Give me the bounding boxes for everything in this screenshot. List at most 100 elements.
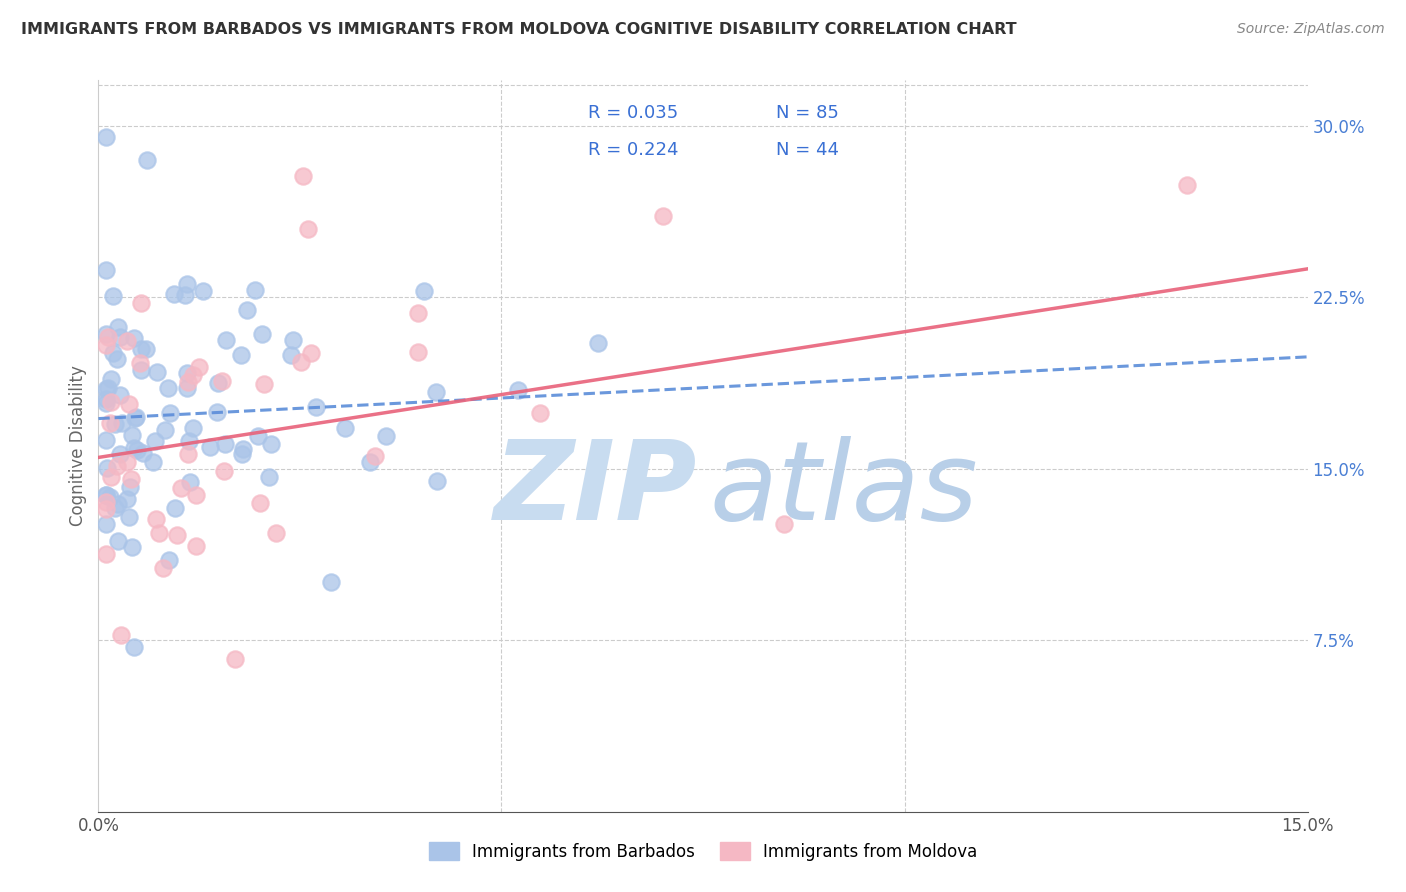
Point bbox=[107, 497, 129, 511]
Point bbox=[108, 330, 131, 344]
Point bbox=[120, 480, 142, 494]
Point bbox=[229, 348, 252, 362]
Point bbox=[117, 491, 139, 506]
Point bbox=[122, 640, 145, 655]
Point bbox=[96, 396, 118, 410]
Point bbox=[290, 355, 312, 369]
Point bbox=[100, 395, 122, 409]
Point bbox=[105, 352, 128, 367]
Point bbox=[96, 338, 118, 352]
Point bbox=[159, 406, 181, 420]
Point bbox=[145, 512, 167, 526]
Point bbox=[406, 306, 429, 320]
Point bbox=[121, 428, 143, 442]
Point bbox=[176, 366, 198, 380]
Point bbox=[198, 440, 221, 454]
Point bbox=[118, 397, 141, 411]
Text: atlas: atlas bbox=[709, 436, 977, 543]
Point bbox=[163, 287, 186, 301]
Point bbox=[215, 333, 238, 347]
Point bbox=[100, 470, 122, 484]
Point bbox=[772, 516, 794, 531]
Text: ZIP: ZIP bbox=[494, 436, 697, 543]
Point bbox=[98, 416, 121, 430]
Point bbox=[135, 343, 157, 357]
Point bbox=[101, 289, 124, 303]
Point bbox=[426, 474, 449, 488]
Point bbox=[212, 464, 235, 478]
Point bbox=[299, 346, 322, 360]
Point bbox=[247, 429, 270, 443]
Point bbox=[96, 263, 118, 277]
Point bbox=[231, 447, 253, 461]
Point bbox=[236, 303, 259, 318]
Point bbox=[104, 417, 127, 432]
Point bbox=[188, 359, 211, 374]
Point bbox=[96, 547, 118, 561]
Point bbox=[97, 381, 120, 395]
Point bbox=[174, 288, 197, 302]
Text: N = 44: N = 44 bbox=[776, 141, 838, 159]
Point bbox=[157, 381, 180, 395]
Point bbox=[108, 447, 131, 461]
Point bbox=[96, 488, 118, 502]
Point bbox=[96, 382, 118, 396]
Point bbox=[105, 459, 128, 474]
Point bbox=[124, 441, 146, 455]
Text: R = 0.035: R = 0.035 bbox=[588, 104, 678, 122]
Y-axis label: Cognitive Disability: Cognitive Disability bbox=[69, 366, 87, 526]
Point bbox=[96, 488, 118, 502]
Point bbox=[243, 283, 266, 297]
Point bbox=[107, 320, 129, 334]
Point bbox=[96, 326, 118, 341]
Point bbox=[319, 575, 342, 590]
Point bbox=[118, 509, 141, 524]
Point bbox=[104, 500, 127, 515]
Point bbox=[101, 346, 124, 360]
Point bbox=[305, 400, 328, 414]
Point bbox=[280, 348, 302, 362]
Point bbox=[586, 336, 609, 351]
Point bbox=[264, 526, 287, 541]
Point bbox=[214, 437, 236, 451]
Point bbox=[124, 411, 146, 425]
Point bbox=[97, 330, 120, 344]
Point bbox=[148, 525, 170, 540]
Point bbox=[121, 540, 143, 554]
Point bbox=[253, 376, 276, 391]
Point bbox=[506, 384, 529, 398]
Point bbox=[129, 356, 152, 370]
Point bbox=[193, 285, 215, 299]
Point bbox=[179, 475, 201, 490]
Point bbox=[96, 434, 118, 448]
Point bbox=[333, 421, 356, 435]
Point bbox=[96, 517, 118, 532]
Point bbox=[181, 421, 204, 435]
Point bbox=[96, 461, 118, 475]
Point bbox=[406, 345, 429, 359]
Point bbox=[529, 406, 551, 420]
Point bbox=[359, 455, 381, 469]
Point bbox=[131, 446, 153, 460]
Text: Source: ZipAtlas.com: Source: ZipAtlas.com bbox=[1237, 22, 1385, 37]
Point bbox=[205, 405, 228, 419]
Point bbox=[232, 442, 254, 456]
Point bbox=[297, 222, 319, 236]
Point bbox=[211, 374, 233, 388]
Point bbox=[364, 449, 387, 463]
Point bbox=[96, 392, 118, 407]
Point bbox=[170, 481, 193, 495]
Point bbox=[127, 443, 149, 458]
Point bbox=[110, 628, 132, 642]
Point bbox=[153, 423, 176, 437]
Point bbox=[122, 331, 145, 345]
Point bbox=[96, 130, 118, 145]
Point bbox=[120, 472, 142, 486]
Point bbox=[1175, 178, 1198, 193]
Point bbox=[250, 327, 273, 342]
Point bbox=[652, 209, 675, 223]
Point bbox=[159, 553, 181, 567]
Point bbox=[131, 363, 153, 377]
Point bbox=[425, 385, 447, 400]
Point bbox=[184, 488, 207, 502]
